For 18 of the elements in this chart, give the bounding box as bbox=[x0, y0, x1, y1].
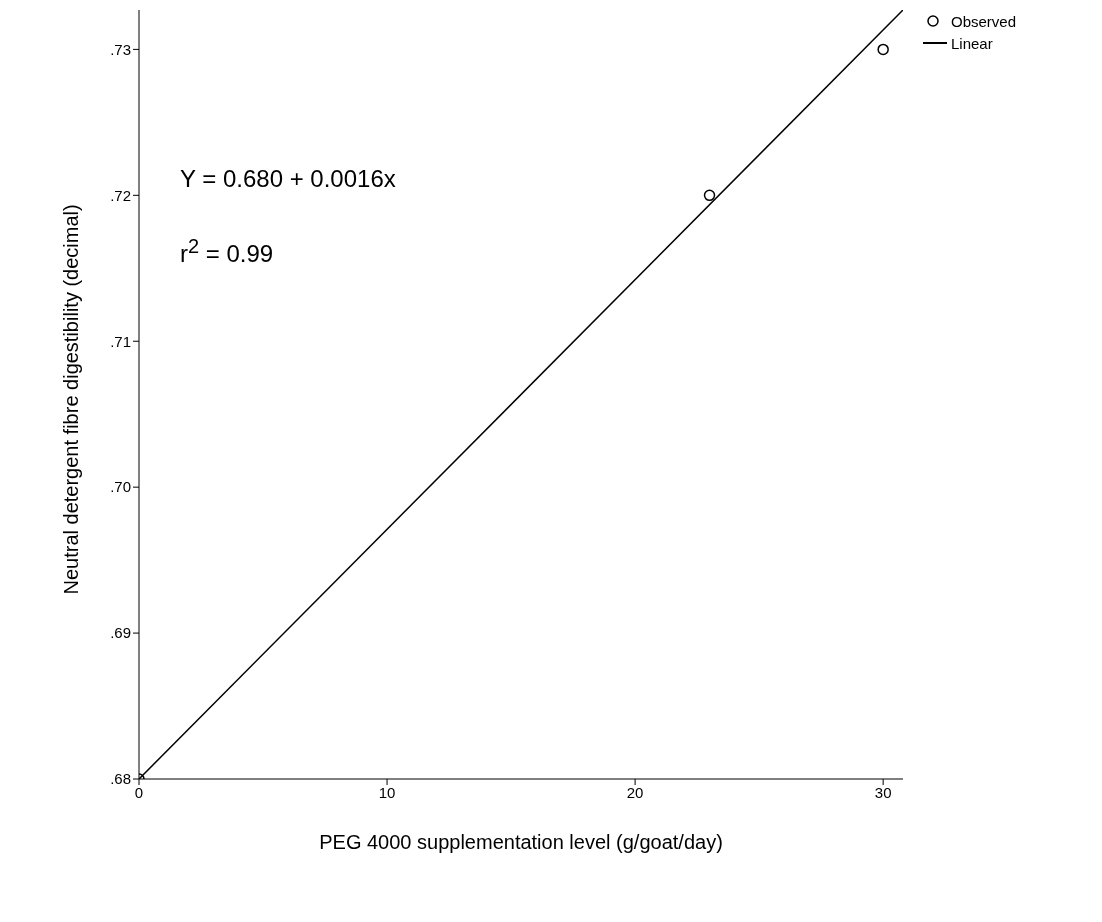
y-tick-label: .73 bbox=[110, 40, 131, 58]
point bbox=[877, 43, 889, 56]
x-tick-label: 10 bbox=[378, 783, 396, 801]
x-tick-label: 30 bbox=[874, 783, 892, 801]
y-tick-label: .69 bbox=[110, 624, 131, 642]
y-tick-label: .72 bbox=[110, 186, 131, 204]
y-axis-title: Neutral detergent fibre digestibility (decimal) bbox=[60, 204, 83, 595]
legend-label: Linear bbox=[951, 34, 993, 52]
annotation: r$^{2}$ = 0.99 bbox=[180, 235, 274, 268]
y-tick-label: .71 bbox=[110, 332, 131, 350]
legend-label: Observed bbox=[951, 12, 1017, 30]
x-tick-label: 0 bbox=[134, 783, 144, 801]
annotation: Y = 0.680 + 0.0016x bbox=[180, 165, 396, 193]
x-tick-label: 20 bbox=[626, 783, 644, 801]
y-tick-label: .70 bbox=[110, 478, 131, 496]
x-axis-title: PEG 4000 supplementation level (g/goat/day) bbox=[319, 831, 723, 853]
point bbox=[703, 189, 716, 202]
y-tick-label: .68 bbox=[110, 770, 131, 788]
